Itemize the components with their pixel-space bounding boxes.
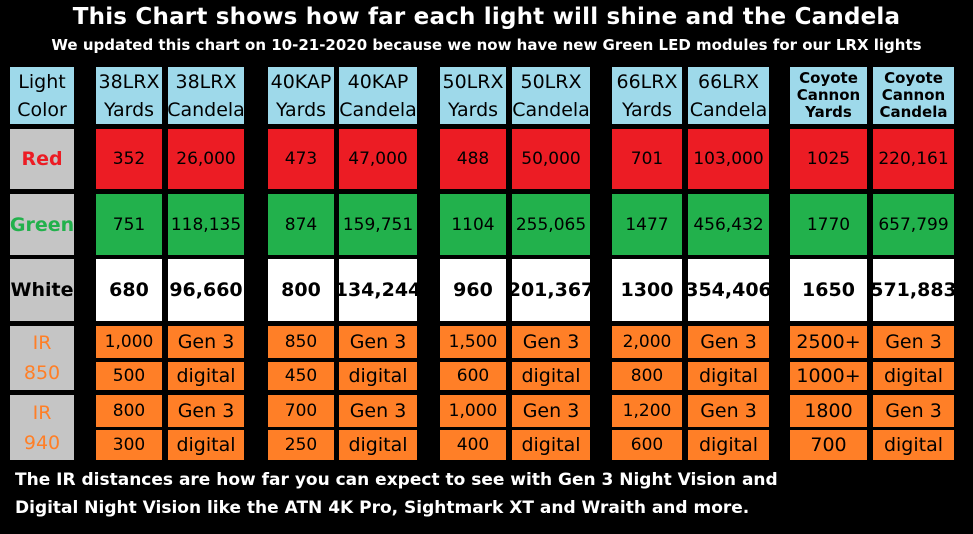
cell-ir-940-2-10: digital: [873, 430, 954, 460]
chart-title: This Chart shows how far each light will…: [72, 4, 901, 30]
cell-red-1: 352: [96, 129, 162, 189]
cell-ir-940-1-7: 1,200: [612, 395, 682, 427]
cell-ir-940-2-7: 600: [612, 430, 682, 460]
cell-white-5: 960: [440, 259, 506, 321]
header-col-3: 40KAP Yards: [268, 67, 334, 124]
cell-white-4: 134,244: [339, 259, 417, 321]
cell-white-10: 571,883: [873, 259, 954, 321]
cell-red-8: 103,000: [688, 129, 769, 189]
cell-white-1: 680: [96, 259, 162, 321]
cell-ir-940-2-1: 300: [96, 430, 162, 460]
row-label-red: Red: [10, 129, 74, 189]
cell-ir-850-1-8: Gen 3: [688, 326, 769, 358]
cell-ir-850-2-6: digital: [512, 362, 590, 390]
cell-ir-850-1-9: 2500+: [790, 326, 867, 358]
cell-red-3: 473: [268, 129, 334, 189]
chart-subtitle: We updated this chart on 10-21-2020 beca…: [51, 36, 922, 54]
cell-ir-850-1-6: Gen 3: [512, 326, 590, 358]
header-col-9: Coyote Cannon Yards: [790, 67, 867, 124]
cell-green-9: 1770: [790, 194, 867, 255]
cell-ir-850-1-1: 1,000: [96, 326, 162, 358]
row-label-ir-850: IR 850: [10, 326, 74, 390]
cell-ir-850-2-4: digital: [339, 362, 417, 390]
cell-green-4: 159,751: [339, 194, 417, 255]
row-label-ir-940: IR 940: [10, 395, 74, 460]
header-col-10: Coyote Cannon Candela: [873, 67, 954, 124]
cell-ir-940-2-6: digital: [512, 430, 590, 460]
cell-ir-940-1-5: 1,000: [440, 395, 506, 427]
cell-green-8: 456,432: [688, 194, 769, 255]
cell-white-8: 354,406: [688, 259, 769, 321]
header-col-8: 66LRX Candela: [688, 67, 769, 124]
cell-white-6: 201,367: [512, 259, 590, 321]
cell-ir-850-1-4: Gen 3: [339, 326, 417, 358]
cell-ir-940-1-2: Gen 3: [168, 395, 244, 427]
footnote: The IR distances are how far you can exp…: [15, 466, 778, 522]
cell-white-2: 96,660: [168, 259, 244, 321]
header-col-5: 50LRX Yards: [440, 67, 506, 124]
cell-ir-850-2-10: digital: [873, 362, 954, 390]
header-col-1: 38LRX Yards: [96, 67, 162, 124]
footnote-line-1: The IR distances are how far you can exp…: [15, 470, 778, 490]
cell-ir-850-1-5: 1,500: [440, 326, 506, 358]
cell-red-9: 1025: [790, 129, 867, 189]
cell-ir-940-2-9: 700: [790, 430, 867, 460]
row-label-white: White: [10, 259, 74, 321]
cell-ir-940-2-2: digital: [168, 430, 244, 460]
cell-red-2: 26,000: [168, 129, 244, 189]
cell-red-4: 47,000: [339, 129, 417, 189]
cell-green-10: 657,799: [873, 194, 954, 255]
cell-ir-940-2-5: 400: [440, 430, 506, 460]
cell-red-6: 50,000: [512, 129, 590, 189]
header-col-2: 38LRX Candela: [168, 67, 244, 124]
cell-green-7: 1477: [612, 194, 682, 255]
cell-ir-850-1-2: Gen 3: [168, 326, 244, 358]
cell-ir-850-1-3: 850: [268, 326, 334, 358]
cell-ir-850-2-3: 450: [268, 362, 334, 390]
cell-ir-940-1-10: Gen 3: [873, 395, 954, 427]
cell-red-7: 701: [612, 129, 682, 189]
cell-ir-850-2-1: 500: [96, 362, 162, 390]
row-label-green: Green: [10, 194, 74, 255]
cell-green-3: 874: [268, 194, 334, 255]
cell-ir-940-1-8: Gen 3: [688, 395, 769, 427]
cell-green-2: 118,135: [168, 194, 244, 255]
cell-white-3: 800: [268, 259, 334, 321]
cell-ir-940-2-8: digital: [688, 430, 769, 460]
header-col-6: 50LRX Candela: [512, 67, 590, 124]
cell-ir-940-1-4: Gen 3: [339, 395, 417, 427]
header-light-color: Light Color: [10, 67, 74, 124]
cell-white-9: 1650: [790, 259, 867, 321]
cell-red-10: 220,161: [873, 129, 954, 189]
cell-ir-850-2-8: digital: [688, 362, 769, 390]
cell-ir-850-2-5: 600: [440, 362, 506, 390]
header-col-7: 66LRX Yards: [612, 67, 682, 124]
cell-ir-940-1-1: 800: [96, 395, 162, 427]
header-col-4: 40KAP Candela: [339, 67, 417, 124]
cell-green-6: 255,065: [512, 194, 590, 255]
footnote-line-2: Digital Night Vision like the ATN 4K Pro…: [15, 498, 750, 518]
cell-ir-850-1-10: Gen 3: [873, 326, 954, 358]
cell-green-5: 1104: [440, 194, 506, 255]
cell-ir-940-1-3: 700: [268, 395, 334, 427]
cell-ir-850-2-9: 1000+: [790, 362, 867, 390]
cell-ir-850-2-2: digital: [168, 362, 244, 390]
cell-ir-940-1-9: 1800: [790, 395, 867, 427]
cell-ir-850-1-7: 2,000: [612, 326, 682, 358]
cell-ir-940-2-4: digital: [339, 430, 417, 460]
cell-ir-940-1-6: Gen 3: [512, 395, 590, 427]
cell-ir-940-2-3: 250: [268, 430, 334, 460]
cell-red-5: 488: [440, 129, 506, 189]
cell-ir-850-2-7: 800: [612, 362, 682, 390]
cell-white-7: 1300: [612, 259, 682, 321]
cell-green-1: 751: [96, 194, 162, 255]
